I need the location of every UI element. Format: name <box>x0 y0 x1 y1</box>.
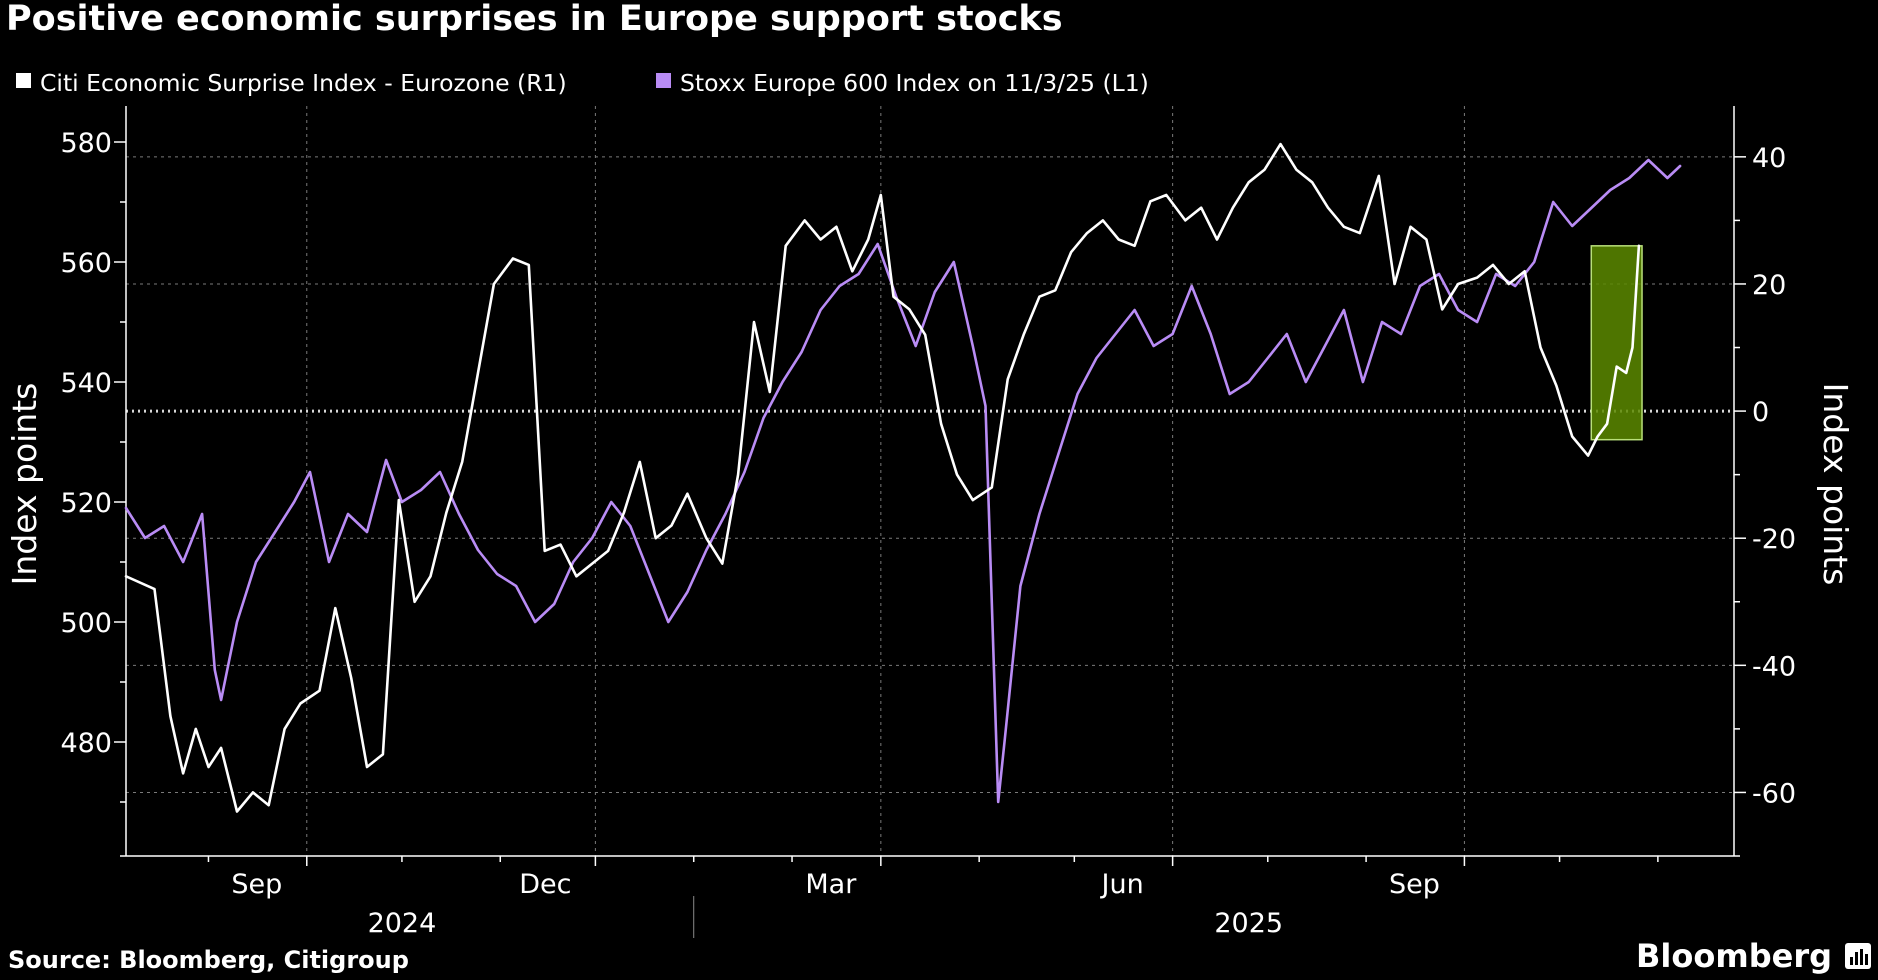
x-axis-ticks: Sep Dec Mar Jun Sep 2024 2025 <box>207 856 1659 939</box>
right-tick-label: -20 <box>1752 524 1796 555</box>
legend-swatch-stoxx <box>656 73 671 88</box>
x-tick-label: Dec <box>519 869 571 900</box>
x-tick-label: Mar <box>805 869 857 900</box>
right-tick-label: 40 <box>1752 143 1786 174</box>
left-tick-label: 540 <box>60 368 112 399</box>
left-axis-ticks: 480 500 520 540 560 580 <box>60 128 126 857</box>
left-tick-label: 480 <box>60 728 112 759</box>
gridlines <box>126 106 1734 856</box>
left-tick-label: 500 <box>60 608 112 639</box>
left-tick-label: 560 <box>60 248 112 279</box>
legend: Citi Economic Surprise Index - Eurozone … <box>16 69 1149 97</box>
right-axis-title: Index points <box>1816 383 1855 586</box>
left-tick-label: 580 <box>60 128 112 159</box>
legend-label-citi: Citi Economic Surprise Index - Eurozone … <box>40 69 567 97</box>
x-year-label: 2025 <box>1214 908 1283 939</box>
legend-label-stoxx: Stoxx Europe 600 Index on 11/3/25 (L1) <box>680 69 1149 97</box>
right-tick-label: 0 <box>1752 397 1769 428</box>
left-axis-title: Index points <box>5 383 44 586</box>
x-tick-label: Jun <box>1100 869 1144 900</box>
right-tick-label: -60 <box>1752 778 1796 809</box>
left-tick-label: 520 <box>60 488 112 519</box>
series-layer <box>124 142 1682 813</box>
axes <box>125 106 1735 857</box>
x-tick-label: Sep <box>1389 869 1440 900</box>
legend-swatch-citi <box>16 73 31 88</box>
highlight-box <box>1590 245 1643 441</box>
citi-surprise-line <box>124 142 1641 813</box>
highlight-layer <box>1590 245 1643 441</box>
x-tick-label: Sep <box>231 869 282 900</box>
right-tick-label: -40 <box>1752 651 1796 682</box>
x-year-label: 2024 <box>368 908 437 939</box>
bloomberg-bars-icon <box>1845 943 1871 969</box>
right-tick-label: 20 <box>1752 270 1786 301</box>
bloomberg-logo: Bloomberg <box>1636 937 1832 975</box>
stoxx-600-line <box>124 158 1682 804</box>
source-note: Source: Bloomberg, Citigroup <box>8 946 409 974</box>
chart-title: Positive economic surprises in Europe su… <box>6 0 1063 39</box>
right-axis-ticks: -60 -40 -20 0 20 40 <box>1734 143 1796 857</box>
